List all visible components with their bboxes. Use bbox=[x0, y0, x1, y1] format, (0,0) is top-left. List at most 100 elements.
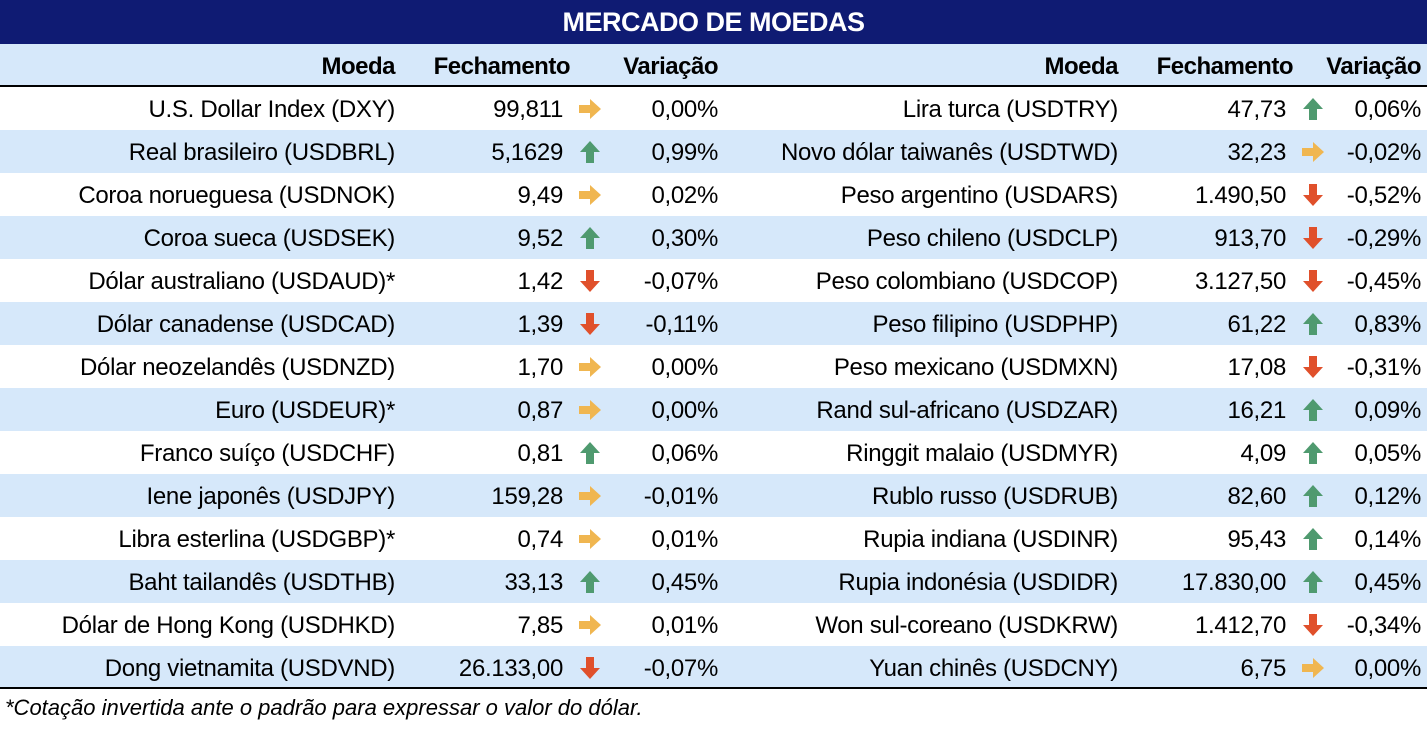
arrow-right-icon bbox=[1299, 130, 1327, 173]
closing-value: 9,49 bbox=[517, 182, 563, 209]
table-row: Real brasileiro (USDBRL) 5,1629 0,99% Novo … bbox=[0, 130, 1427, 173]
closing-value: 26.133,00 bbox=[458, 655, 563, 682]
table-row: Dólar neozelandês (USDNZD) 1,70 0,00% Peso … bbox=[0, 345, 1427, 388]
table-body: U.S. Dollar Index (DXY) 99,811 0,00% Lira t… bbox=[0, 87, 1427, 689]
currency-name: Baht tailandês (USDTHB) bbox=[128, 569, 395, 596]
currency-name: Peso filipino (USDPHP) bbox=[872, 311, 1119, 338]
arrow-right-icon bbox=[576, 87, 604, 130]
arrow-down-icon bbox=[576, 302, 604, 345]
header-moeda-left: Moeda bbox=[321, 53, 395, 80]
change-value: 0,45% bbox=[1354, 569, 1421, 596]
table-row: Baht tailandês (USDTHB) 33,13 0,45% Rupia i… bbox=[0, 560, 1427, 603]
currency-name: Peso chileno (USDCLP) bbox=[866, 225, 1118, 252]
currency-name: Peso argentino (USDARS) bbox=[840, 182, 1119, 209]
table-row: Coroa norueguesa (USDNOK) 9,49 0,02% Peso a… bbox=[0, 173, 1427, 216]
arrow-down-icon bbox=[576, 259, 604, 302]
footnote: *Cotação invertida ante o padrão para ex… bbox=[5, 695, 643, 720]
change-value: 0,05% bbox=[1354, 440, 1421, 467]
currency-name: Franco suíço (USDCHF) bbox=[139, 440, 395, 467]
closing-value: 95,43 bbox=[1227, 526, 1286, 553]
closing-value: 3.127,50 bbox=[1194, 268, 1286, 295]
closing-value: 4,09 bbox=[1240, 440, 1286, 467]
change-value: 0,01% bbox=[651, 612, 718, 639]
closing-value: 913,70 bbox=[1214, 225, 1286, 252]
currency-name: Peso colombiano (USDCOP) bbox=[815, 268, 1119, 295]
arrow-right-icon bbox=[576, 603, 604, 646]
change-value: 0,01% bbox=[651, 526, 718, 553]
change-value: 0,06% bbox=[651, 440, 718, 467]
currency-name: Ringgit malaio (USDMYR) bbox=[846, 440, 1118, 467]
currency-name: Real brasileiro (USDBRL) bbox=[128, 139, 396, 166]
change-value: 0,45% bbox=[651, 569, 718, 596]
closing-value: 32,23 bbox=[1227, 139, 1286, 166]
currency-name: Won sul-coreano (USDKRW) bbox=[815, 612, 1118, 639]
closing-value: 99,811 bbox=[493, 96, 563, 123]
currency-name: Rublo russo (USDRUB) bbox=[871, 483, 1118, 510]
arrow-down-icon bbox=[1299, 345, 1327, 388]
change-value: 0,00% bbox=[651, 354, 718, 381]
closing-value: 9,52 bbox=[517, 225, 563, 252]
header-row: Moeda Fechamento Variação Moeda Fechamen… bbox=[0, 44, 1427, 87]
change-value: 0,14% bbox=[1354, 526, 1421, 553]
table-row: Dólar australiano (USDAUD)* 1,42 -0,07% Pes… bbox=[0, 259, 1427, 302]
change-value: -0,01% bbox=[643, 483, 719, 510]
closing-value: 7,85 bbox=[517, 612, 563, 639]
currency-name: Libra esterlina (USDGBP)* bbox=[118, 526, 395, 553]
closing-value: 33,13 bbox=[504, 569, 563, 596]
table-row: Dong vietnamita (USDVND) 26.133,00 -0,07% Y… bbox=[0, 646, 1427, 689]
arrow-up-icon bbox=[576, 560, 604, 603]
change-value: -0,29% bbox=[1346, 225, 1422, 252]
closing-value: 6,75 bbox=[1240, 655, 1286, 682]
arrow-down-icon bbox=[1299, 216, 1327, 259]
change-value: -0,45% bbox=[1346, 268, 1422, 295]
arrow-right-icon bbox=[576, 345, 604, 388]
closing-value: 82,60 bbox=[1227, 483, 1286, 510]
arrow-down-icon bbox=[1299, 173, 1327, 216]
table-title: MERCADO DE MOEDAS bbox=[0, 0, 1427, 44]
change-value: -0,02% bbox=[1346, 139, 1422, 166]
table-row: U.S. Dollar Index (DXY) 99,811 0,00% Lira t… bbox=[0, 87, 1427, 130]
arrow-right-icon bbox=[576, 517, 604, 560]
table-row: Euro (USDEUR)* 0,87 0,00% Rand sul-africano… bbox=[0, 388, 1427, 431]
arrow-right-icon bbox=[1299, 646, 1327, 689]
change-value: 0,06% bbox=[1354, 96, 1421, 123]
arrow-up-icon bbox=[576, 216, 604, 259]
currency-name: Rupia indonésia (USDIDR) bbox=[838, 569, 1118, 596]
currency-name: Lira turca (USDTRY) bbox=[902, 96, 1119, 123]
table-row: Libra esterlina (USDGBP)* 0,74 0,01% Rupia … bbox=[0, 517, 1427, 560]
closing-value: 1,42 bbox=[517, 268, 563, 295]
arrow-down-icon bbox=[576, 646, 604, 689]
closing-value: 0,87 bbox=[517, 397, 563, 424]
header-fechamento-left: Fechamento bbox=[433, 53, 571, 80]
closing-value: 16,21 bbox=[1227, 397, 1286, 424]
change-value: -0,34% bbox=[1346, 612, 1422, 639]
closing-value: 1,70 bbox=[517, 354, 563, 381]
change-value: 0,09% bbox=[1354, 397, 1421, 424]
arrow-down-icon bbox=[1299, 259, 1327, 302]
change-value: -0,07% bbox=[643, 268, 719, 295]
arrow-right-icon bbox=[576, 173, 604, 216]
change-value: 0,00% bbox=[1354, 655, 1421, 682]
currency-name: Dólar australiano (USDAUD)* bbox=[88, 268, 395, 295]
bottom-rule bbox=[0, 687, 1427, 689]
header-moeda-right: Moeda bbox=[1044, 53, 1118, 80]
change-value: -0,07% bbox=[643, 655, 719, 682]
closing-value: 61,22 bbox=[1227, 311, 1286, 338]
closing-value: 5,1629 bbox=[491, 139, 563, 166]
table-row: Franco suíço (USDCHF) 0,81 0,06% Ringgit ma… bbox=[0, 431, 1427, 474]
table-row: Iene japonês (USDJPY) 159,28 -0,01% Rublo r… bbox=[0, 474, 1427, 517]
table-row: Coroa sueca (USDSEK) 9,52 0,30% Peso chilen… bbox=[0, 216, 1427, 259]
currency-name: Dólar neozelandês (USDNZD) bbox=[80, 354, 395, 381]
currency-name: Peso mexicano (USDMXN) bbox=[833, 354, 1118, 381]
arrow-up-icon bbox=[1299, 87, 1327, 130]
change-value: -0,11% bbox=[645, 311, 719, 338]
change-value: 0,02% bbox=[651, 182, 718, 209]
closing-value: 0,74 bbox=[517, 526, 563, 553]
closing-value: 1,39 bbox=[517, 311, 563, 338]
closing-value: 17,08 bbox=[1227, 354, 1286, 381]
closing-value: 17.830,00 bbox=[1181, 569, 1286, 596]
currency-name: Coroa norueguesa (USDNOK) bbox=[78, 182, 395, 209]
arrow-up-icon bbox=[576, 431, 604, 474]
currency-name: Rand sul-africano (USDZAR) bbox=[816, 397, 1118, 424]
header-variacao-right: Variação bbox=[1326, 53, 1421, 80]
